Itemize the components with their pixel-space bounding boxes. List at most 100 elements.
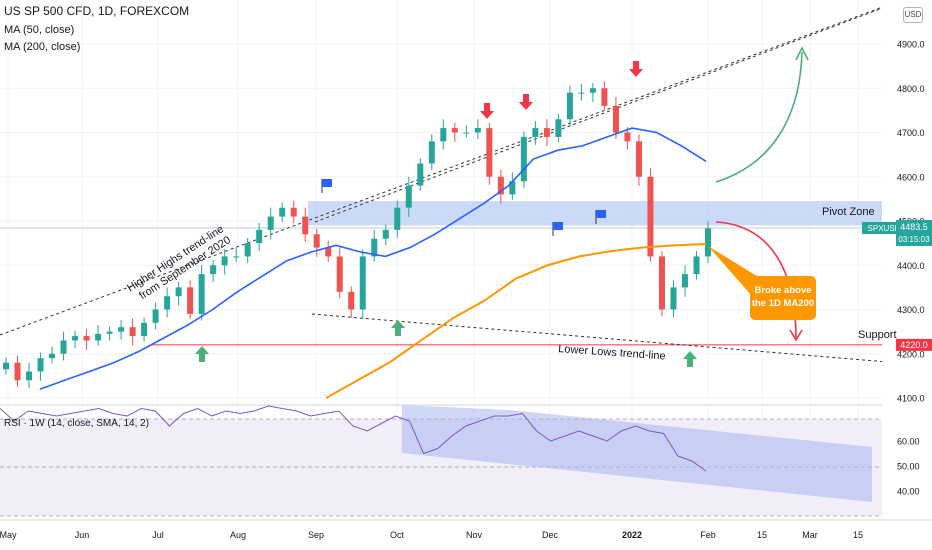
price-tick-label: 4300.0 [897,305,925,315]
chart-title: US SP 500 CFD, 1D, FOREXCOM [4,4,190,18]
candle-body [279,207,286,217]
higher-highs-line [0,4,889,336]
time-tick-label: Sep [308,530,324,540]
candle-body [394,207,401,230]
candle-body [647,176,654,257]
candle-body [14,362,21,381]
candle-body [382,229,389,239]
time-tick-label: Feb [700,530,716,540]
time-tick-label: Nov [466,530,483,540]
annotation-marks [195,46,816,367]
price-tick-label: 4200.0 [897,349,925,359]
candle-body [451,128,458,133]
red-arrow-nov1 [480,103,494,119]
candle-body [658,256,665,310]
candle-body [49,353,56,359]
candle-body [635,141,642,177]
lower-lows-label: Lower Lows trend-line [558,343,666,362]
time-tick-label: Jul [152,530,164,540]
broke-above-label-line: Broke above [754,285,811,296]
candle-body [187,287,194,314]
candle-body [566,92,573,120]
symbol-tag [862,222,906,234]
time-tick-label: Mar [802,530,818,540]
green-arrow-oct [391,320,405,336]
candle-body [106,331,113,334]
green-curve-arrow [715,51,803,183]
support-label: Support [858,329,897,341]
price-axis-bg [882,0,932,550]
rsi-tick-label: 60.00 [897,437,920,447]
candle-body [26,371,33,381]
candle-body [244,243,251,257]
ma200-legend: MA (200, close) [4,41,81,53]
candle-body [152,309,159,323]
red-arrow-jan [629,61,643,77]
candle-body [532,128,539,137]
price-tick-label: 4700.0 [897,128,925,138]
candle-body [83,336,90,341]
green-arrow-jul [195,346,209,362]
time-tick-label: 15 [853,530,863,540]
ma200-line [325,243,707,399]
pivot-zone-label: Pivot Zone [822,206,875,218]
candle-body [578,92,585,94]
candle-body [129,327,136,337]
red-arrow-nov2 [519,94,533,110]
price-tick-label: 4100.0 [897,394,925,404]
candle-body [348,291,355,310]
upper-parallel-line [314,5,889,223]
lower-lows-label-text: Lower Lows trend-line [558,343,666,362]
blue-flag-dec1 [553,222,563,230]
candlesticks [3,81,711,389]
candle-body [417,163,424,186]
candle-body [520,136,527,182]
candle-body [267,216,274,230]
candle-body [118,327,125,332]
candle-body [428,141,435,164]
symbol-tag-label: SPXUSD [868,224,901,233]
candle-body [601,88,608,106]
candle-body [497,176,504,195]
price-axis[interactable]: 4900.04800.04700.04600.04500.04400.04300… [862,0,932,550]
candle-body [359,256,366,310]
candle-body [72,336,79,341]
candle-body [371,238,378,257]
support-price-box [896,338,932,351]
callout-box [750,276,816,320]
green-arrow-jan [683,351,697,367]
pivot-zone [0,201,882,229]
rsi-tick-label: 40.00 [897,487,920,497]
last-price-box [896,220,932,246]
candle-body [486,128,493,177]
lower-lows-line [311,313,889,363]
candle-body [95,333,102,341]
candle-body [440,128,447,142]
broke-above-label-line: the 1D MA200 [752,298,814,309]
rsi-channel [402,405,872,502]
price-tick-label: 4400.0 [897,261,925,271]
candle-body [405,185,412,208]
candle-body [463,132,470,134]
candle-body [37,358,44,372]
currency-badge[interactable]: USD [903,7,923,23]
candle-body [474,128,481,133]
time-tick-label: Aug [230,530,246,540]
candle-body [555,119,562,137]
candle-body [313,234,320,248]
candle-body [670,287,677,310]
candle-body [164,296,171,310]
candle-body [60,340,67,354]
candle-body [681,274,688,288]
last-price-label: 4483.5 [900,222,928,232]
candle-body [256,229,263,244]
candle-body [198,274,205,314]
candle-body [3,362,9,370]
time-axis[interactable]: May Jun Jul Aug Sep Oct Nov Dec 2022 Feb 15 Mar 15 [0,519,932,540]
candle-body [693,256,700,275]
price-tick-label: 4900.0 [897,40,925,50]
time-tick-label: May [0,530,17,540]
candle-body [336,256,343,292]
candle-body [705,228,711,257]
